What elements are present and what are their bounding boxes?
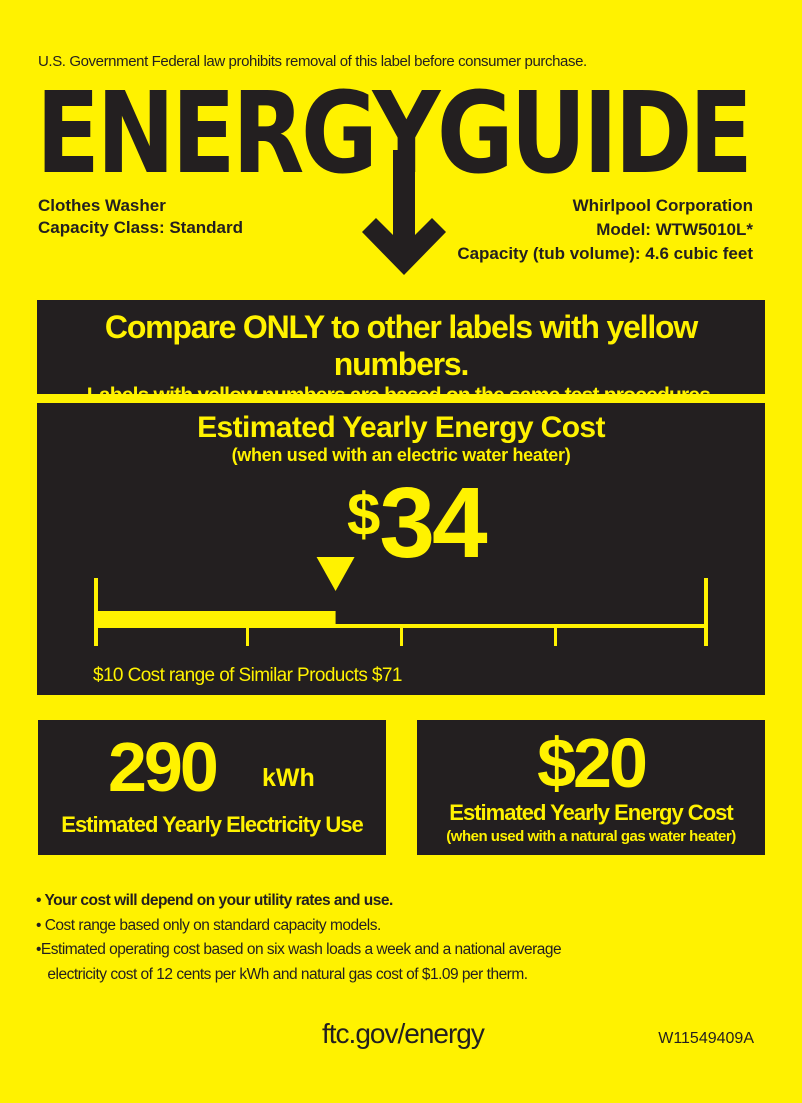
electric-cost-subtitle: (when used with an electric water heater…	[231, 445, 571, 465]
scale-right-end	[704, 578, 708, 646]
product-type: Clothes Washer	[38, 196, 166, 215]
scale-tick	[554, 624, 557, 646]
gas-cost-value: $20	[537, 724, 648, 802]
legal-notice: U.S. Government Federal law prohibits re…	[38, 53, 587, 70]
electric-cost-panel: Estimated Yearly Energy Cost (when used …	[37, 403, 765, 695]
gas-cost-panel: $20 Estimated Yearly Energy Cost (when u…	[417, 720, 765, 855]
electricity-use-label: Estimated Yearly Electricity Use	[61, 812, 363, 837]
manufacturer: Whirlpool Corporation	[572, 196, 753, 215]
manufacturer-info: Whirlpool Corporation Model: WTW5010L* C…	[457, 194, 753, 266]
kwh-unit: kWh	[262, 764, 315, 792]
note: electricity cost of 12 cents per kWh and…	[36, 965, 528, 983]
notes: • Your cost will depend on your utility …	[36, 889, 562, 987]
electric-cost-number: 34	[379, 467, 487, 579]
electric-cost-title: Estimated Yearly Energy Cost	[197, 411, 605, 444]
compare-banner: Compare ONLY to other labels with yellow…	[37, 300, 765, 407]
gas-cost-sublabel: (when used with a natural gas water heat…	[446, 828, 736, 845]
kwh-value: 290	[108, 728, 219, 806]
scale-fill-bar	[94, 611, 336, 628]
note: • Your cost will depend on your utility …	[36, 892, 393, 909]
electricity-use-panel: 290 kWh Estimated Yearly Electricity Use	[38, 720, 386, 855]
cost-range-scale	[94, 557, 708, 646]
scale-tick	[400, 624, 403, 646]
gas-cost-label: Estimated Yearly Energy Cost	[449, 800, 733, 825]
model: Model: WTW5010L*	[596, 220, 753, 239]
capacity: Capacity (tub volume): 4.6 cubic feet	[457, 244, 753, 263]
product-info: Clothes Washer Capacity Class: Standard	[38, 195, 243, 239]
compare-line2: Labels with yellow numbers are based on …	[86, 384, 716, 407]
label-code: W11549409A	[658, 1030, 754, 1047]
ftc-link[interactable]: ftc.gov/energy	[322, 1018, 485, 1049]
compare-line1: Compare ONLY to other labels with yellow…	[104, 309, 698, 382]
cost-range-label: $10 Cost range of Similar Products $71	[93, 665, 402, 686]
scale-tick	[246, 624, 249, 646]
note: • Cost range based only on standard capa…	[36, 916, 381, 934]
currency-symbol: $	[347, 481, 380, 548]
capacity-class: Capacity Class: Standard	[38, 218, 244, 237]
electric-cost-value: $34	[347, 473, 488, 573]
note: •Estimated operating cost based on six w…	[36, 941, 562, 958]
down-arrow-icon	[362, 150, 446, 275]
cost-marker-triangle	[316, 557, 355, 591]
